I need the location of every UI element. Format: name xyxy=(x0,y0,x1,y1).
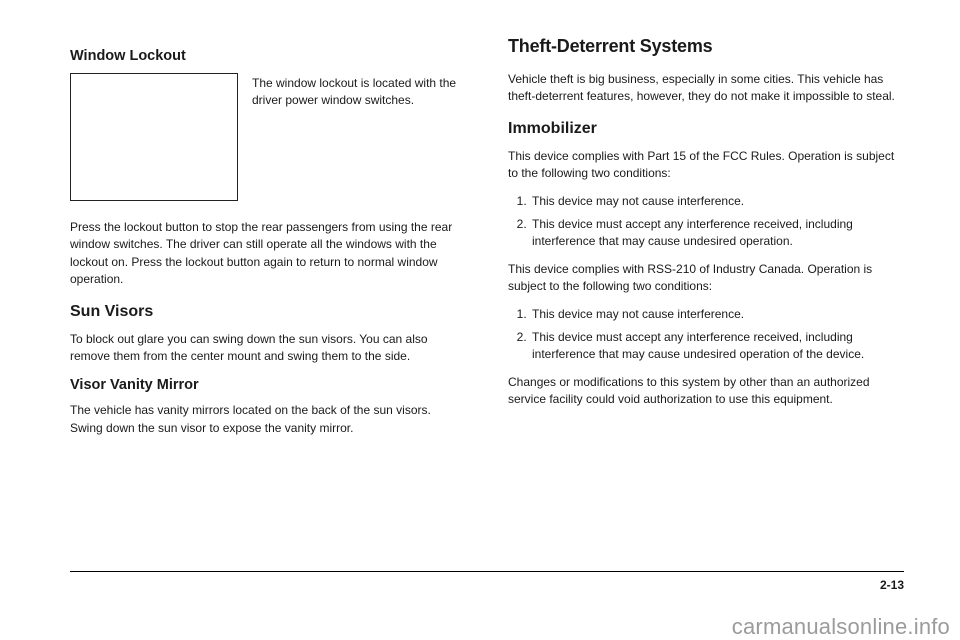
fcc-item-2: This device must accept any interference… xyxy=(530,216,904,251)
heading-theft-deterrent: Theft-Deterrent Systems xyxy=(508,36,904,57)
ic-item-1: This device may not cause interference. xyxy=(530,306,904,323)
page-footer: 2-13 xyxy=(70,571,904,592)
right-column: Theft-Deterrent Systems Vehicle theft is… xyxy=(508,36,904,447)
lockout-body: Press the lockout button to stop the rea… xyxy=(70,219,466,289)
page-number: 2-13 xyxy=(70,578,904,592)
immob-p3: Changes or modifications to this system … xyxy=(508,374,904,409)
immob-p2: This device complies with RSS-210 of Ind… xyxy=(508,261,904,296)
page-content: Window Lockout The window lockout is loc… xyxy=(0,0,960,447)
footer-rule xyxy=(70,571,904,572)
ic-item-2: This device must accept any interference… xyxy=(530,329,904,364)
theft-body: Vehicle theft is big business, especiall… xyxy=(508,71,904,106)
heading-immobilizer: Immobilizer xyxy=(508,120,904,138)
lockout-caption: The window lockout is located with the d… xyxy=(252,73,466,201)
watermark-text: carmanualsonline.info xyxy=(732,614,950,640)
heading-window-lockout: Window Lockout xyxy=(70,48,466,64)
heading-sun-visors: Sun Visors xyxy=(70,303,466,321)
sun-visors-body: To block out glare you can swing down th… xyxy=(70,331,466,366)
fcc-item-1: This device may not cause interference. xyxy=(530,193,904,210)
vanity-body: The vehicle has vanity mirrors located o… xyxy=(70,402,466,437)
heading-visor-vanity: Visor Vanity Mirror xyxy=(70,377,466,393)
lockout-row: The window lockout is located with the d… xyxy=(70,73,466,201)
immob-p1: This device complies with Part 15 of the… xyxy=(508,148,904,183)
lockout-image-placeholder xyxy=(70,73,238,201)
left-column: Window Lockout The window lockout is loc… xyxy=(70,36,466,447)
fcc-list: This device may not cause interference. … xyxy=(530,193,904,251)
ic-list: This device may not cause interference. … xyxy=(530,306,904,364)
